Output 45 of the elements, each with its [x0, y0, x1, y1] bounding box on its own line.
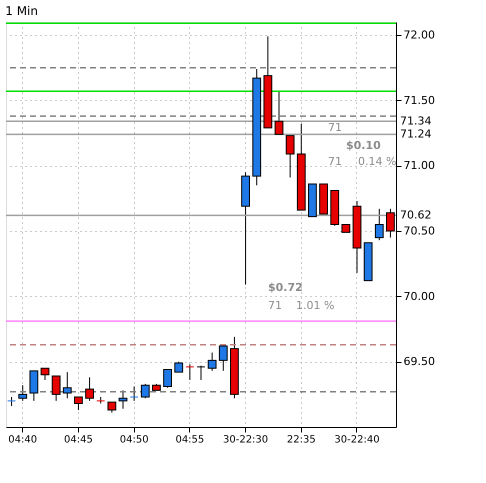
candlestick: [174, 361, 184, 373]
candlestick: [286, 135, 295, 178]
candlestick: [274, 90, 284, 135]
chart-title: 1 Min: [5, 4, 38, 18]
x-tick-label: 22:35: [286, 434, 316, 446]
candlestick: [208, 352, 217, 372]
candlestick: [40, 368, 50, 380]
candlestick: [185, 364, 194, 380]
y-tick-label: 72.00: [404, 28, 435, 42]
candlestick: [29, 370, 38, 402]
y-tick-label: 71.50: [404, 94, 435, 107]
y-tick-label: 69.50: [404, 355, 435, 368]
annotation: 71: [328, 155, 342, 168]
y-tick-label: 70.50: [404, 224, 435, 238]
candlestick: [85, 376, 94, 402]
x-tick-label: 30-22:40: [334, 434, 380, 446]
candlestick: [107, 402, 116, 414]
candlestick: [374, 208, 384, 241]
candlestick: [218, 346, 228, 372]
candlestick: [7, 396, 16, 407]
x-tick-label: 04:45: [64, 434, 93, 446]
x-tick-label: 04:40: [8, 434, 38, 446]
annotation: 0.14 %: [358, 155, 396, 168]
annotation: 1.01 %: [296, 299, 334, 312]
candlestick: [118, 390, 128, 410]
x-tick-label: 30-22:30: [222, 434, 268, 446]
candlestick: [130, 386, 139, 402]
candlestick: [52, 376, 61, 402]
candlestick: [196, 365, 206, 380]
annotation: $0.10: [346, 139, 382, 152]
x-tick-label: 04:55: [175, 434, 204, 446]
y-tick-label: 71.00: [404, 159, 435, 172]
x-tick-label: 04:50: [120, 434, 149, 446]
annotation: $0.72: [268, 281, 303, 294]
annotation: 71: [268, 299, 282, 312]
candlestick: [140, 383, 150, 399]
candlestick: [74, 396, 83, 411]
ref-line-label: 70.62: [400, 208, 432, 222]
candlestick: [18, 384, 28, 402]
ref-line-label: 71.24: [400, 127, 432, 140]
candlestick: [62, 372, 72, 399]
annotation: 71: [328, 121, 342, 134]
ref-line-label: 71.34: [400, 114, 432, 128]
candlestick: [163, 369, 172, 388]
y-tick-label: 70.00: [404, 290, 435, 303]
